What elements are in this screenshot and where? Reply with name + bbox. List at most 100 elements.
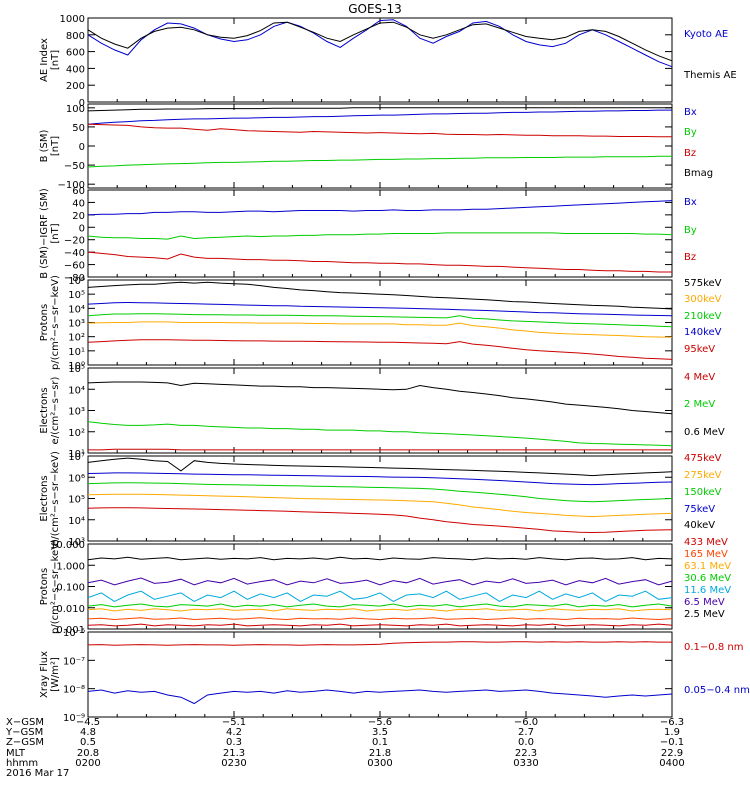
legend-label: 300keV (684, 294, 722, 305)
legend-label: 4 MeV (684, 372, 715, 383)
row-value: −6.3 (660, 717, 684, 728)
y-axis-label: B (SM)−IGRF (SM) (39, 188, 50, 279)
y-tick-label: 400 (66, 64, 85, 75)
date-label: 2016 Mar 17 (6, 768, 69, 779)
y-tick-label: 200 (66, 81, 85, 92)
y-tick-label: −50 (64, 161, 85, 172)
y-tick-label: 800 (66, 31, 85, 42)
y-tick-label: 10² (68, 333, 85, 344)
y-tick-label: −60 (64, 261, 85, 272)
panel-frame (87, 103, 673, 189)
y-tick-label: 0 (79, 223, 85, 234)
series-line-7-6 (87, 577, 673, 586)
row-value: 0.5 (80, 737, 96, 748)
y-tick-label: 40 (72, 198, 85, 209)
y-axis-unit: [nT] (50, 136, 61, 156)
series-line-7-7 (87, 556, 673, 561)
legend-label: Bz (684, 148, 696, 159)
y-axis-label: Electrons (39, 475, 50, 521)
legend-label: Bz (684, 252, 696, 263)
panel-frame (87, 455, 673, 542)
legend-label: 575keV (684, 278, 722, 289)
panel-5: 10¹ 10² 10³ 10⁴ 10⁵ Electrons e/(cm²−s−sr) 4 Me… (39, 364, 725, 460)
series-line-7-2 (87, 617, 673, 621)
legend-label: 11.6 MeV (684, 585, 731, 596)
y-tick-label: 10² (68, 428, 85, 439)
y-axis-unit: e/(cm²−s−sr) (50, 376, 61, 444)
legend-label: 433 MeV (684, 537, 728, 548)
legend-label: 165 MeV (684, 549, 728, 560)
y-tick-label: 10⁴ (68, 516, 85, 527)
y-tick-label: 10³ (68, 407, 85, 418)
y-axis-label: Electrons (39, 387, 50, 433)
y-tick-label: 10⁴ (68, 304, 85, 315)
row-value: 2.7 (518, 727, 534, 738)
row-value: −5.6 (368, 717, 392, 728)
y-tick-label: 10⁻⁶ (63, 628, 85, 639)
y-axis-unit: [nT] (50, 223, 61, 243)
row-value: 0400 (659, 758, 684, 769)
series-line-7-4 (87, 603, 673, 608)
y-tick-label: 10⁰ (68, 361, 85, 372)
legend-label: Bx (684, 197, 697, 208)
y-tick-label: 20 (72, 211, 85, 222)
legend-label: 150keV (684, 487, 722, 498)
series-line-1-2 (87, 21, 673, 62)
legend-label: 75keV (684, 504, 715, 515)
y-axis-label: Protons (39, 568, 50, 605)
legend-label: 2.5 MeV (684, 609, 725, 620)
legend-label: 6.5 MeV (684, 597, 725, 608)
row-value: −4.5 (76, 717, 100, 728)
series-line-4-4 (87, 301, 673, 317)
row-label: Z−GSM (6, 737, 44, 748)
row-label: MLT (6, 748, 26, 759)
series-line-7-5 (87, 590, 673, 602)
series-line-8-1 (87, 641, 672, 646)
row-value: −5.1 (222, 717, 246, 728)
y-tick-label: 10³ (68, 319, 85, 330)
panel-4: 10⁰ 10¹ 10² 10³ 10⁴ 10⁵ 10⁶ Protons p/(cm²−s−sr−… (39, 275, 722, 372)
y-axis-label: AE Index (39, 38, 50, 82)
y-tick-label: 10⁵ (68, 290, 85, 301)
y-tick-label: 0.001 (56, 625, 85, 636)
y-tick-label: −40 (64, 248, 85, 259)
y-axis-unit: p/(cm²−s−sr−keV) (50, 275, 61, 370)
legend-label: 63.1 MeV (684, 561, 731, 572)
legend-label: 0.05−0.4 nm (684, 685, 750, 696)
legend-label: Themis AE (683, 70, 737, 81)
y-axis-label: B (SM) (39, 129, 50, 162)
y-tick-label: 10⁻⁸ (63, 685, 85, 696)
series-line-5-1 (88, 448, 672, 451)
legend-label: 40keV (684, 520, 715, 531)
row-value: 22.9 (661, 748, 683, 759)
legend-label: Kyoto AE (684, 29, 728, 40)
row-value: 4.8 (80, 727, 96, 738)
legend-label: 0.1−0.8 nm (684, 642, 743, 653)
panel-8: 10⁻⁹ 10⁻⁸ 10⁻⁷ 10⁻⁶ Xray Flux [W/m²] 0.1−0.8 n… (39, 628, 750, 724)
y-axis-unit: [nT] (50, 50, 61, 70)
legend-label: 210keV (684, 311, 722, 322)
series-line-8-2 (87, 689, 673, 705)
series-line-7-1 (87, 623, 673, 627)
legend-label: By (684, 127, 697, 138)
y-tick-label: 60 (72, 186, 85, 197)
row-value: 0230 (221, 758, 246, 769)
row-value: 0.3 (226, 737, 242, 748)
y-tick-label: 10⁵ (68, 495, 85, 506)
row-value: 21.3 (223, 748, 245, 759)
series-line-2-3 (87, 123, 672, 138)
series-line-3-1 (87, 200, 673, 216)
series-line-4-3 (87, 313, 673, 328)
series-line-2-1 (87, 109, 672, 125)
y-tick-label: 10⁶ (68, 276, 85, 287)
panel-frame (87, 367, 673, 454)
y-tick-label: 10⁻⁹ (63, 713, 85, 724)
series-line-6-2 (87, 493, 673, 518)
row-value: 1.9 (664, 727, 680, 738)
y-tick-label: 100 (66, 104, 85, 115)
y-tick-label: 10⁴ (68, 385, 85, 396)
series-line-7-3 (87, 608, 673, 612)
